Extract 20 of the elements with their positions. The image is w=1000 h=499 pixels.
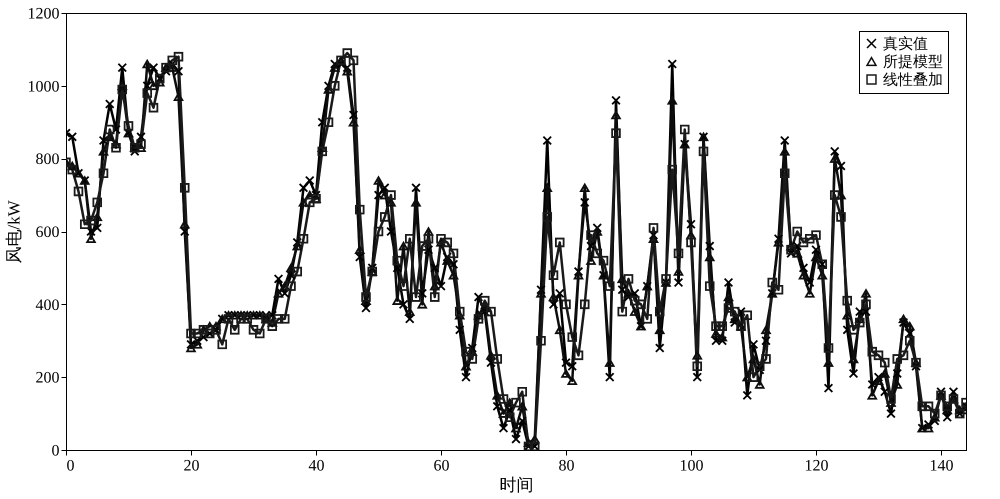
x-tick-label: 0	[66, 458, 74, 474]
y-tick-label: 800	[36, 151, 60, 168]
x-tick-label: 140	[930, 458, 954, 474]
y-tick-label: 1200	[28, 6, 60, 22]
x-tick-label: 80	[558, 458, 574, 474]
y-tick-label: 400	[36, 296, 60, 314]
x-tick-label: 40	[308, 458, 324, 474]
legend-label: 所提模型	[883, 54, 943, 70]
y-tick-label: 0	[52, 442, 60, 460]
legend-label: 真实值	[883, 36, 928, 52]
y-tick-label: 600	[36, 224, 60, 241]
x-tick-label: 100	[680, 458, 704, 474]
x-axis-title: 时间	[500, 476, 534, 494]
y-axis-title: 风电/kW	[4, 199, 24, 264]
x-tick-label: 120	[804, 458, 828, 474]
y-tick-label: 1000	[28, 78, 60, 96]
x-tick-label: 20	[184, 458, 200, 474]
x-tick-label: 60	[434, 458, 450, 474]
legend-label: 线性叠加	[883, 72, 943, 88]
y-tick-label: 200	[36, 370, 60, 387]
